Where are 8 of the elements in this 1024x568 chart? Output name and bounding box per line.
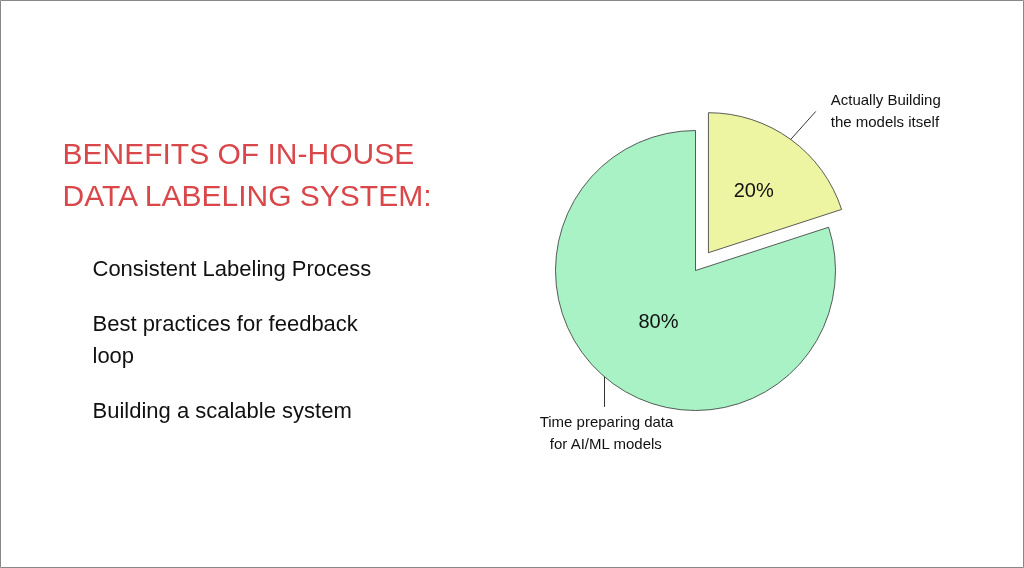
text: Building a scalable system bbox=[92, 398, 352, 423]
text: Best practices for feedback loop bbox=[92, 311, 359, 368]
text: Consistent Labeling Process bbox=[92, 256, 372, 281]
slice-label: Time preparing data for AI/ML models bbox=[539, 413, 674, 453]
text: BENEFITS OF IN-HOUSE DATA LABELING SYSTEM: bbox=[62, 137, 432, 212]
data-label: 20% bbox=[733, 179, 774, 202]
slice-label: Actually Building the models itself bbox=[830, 90, 941, 130]
data-label: 80% bbox=[638, 310, 679, 333]
